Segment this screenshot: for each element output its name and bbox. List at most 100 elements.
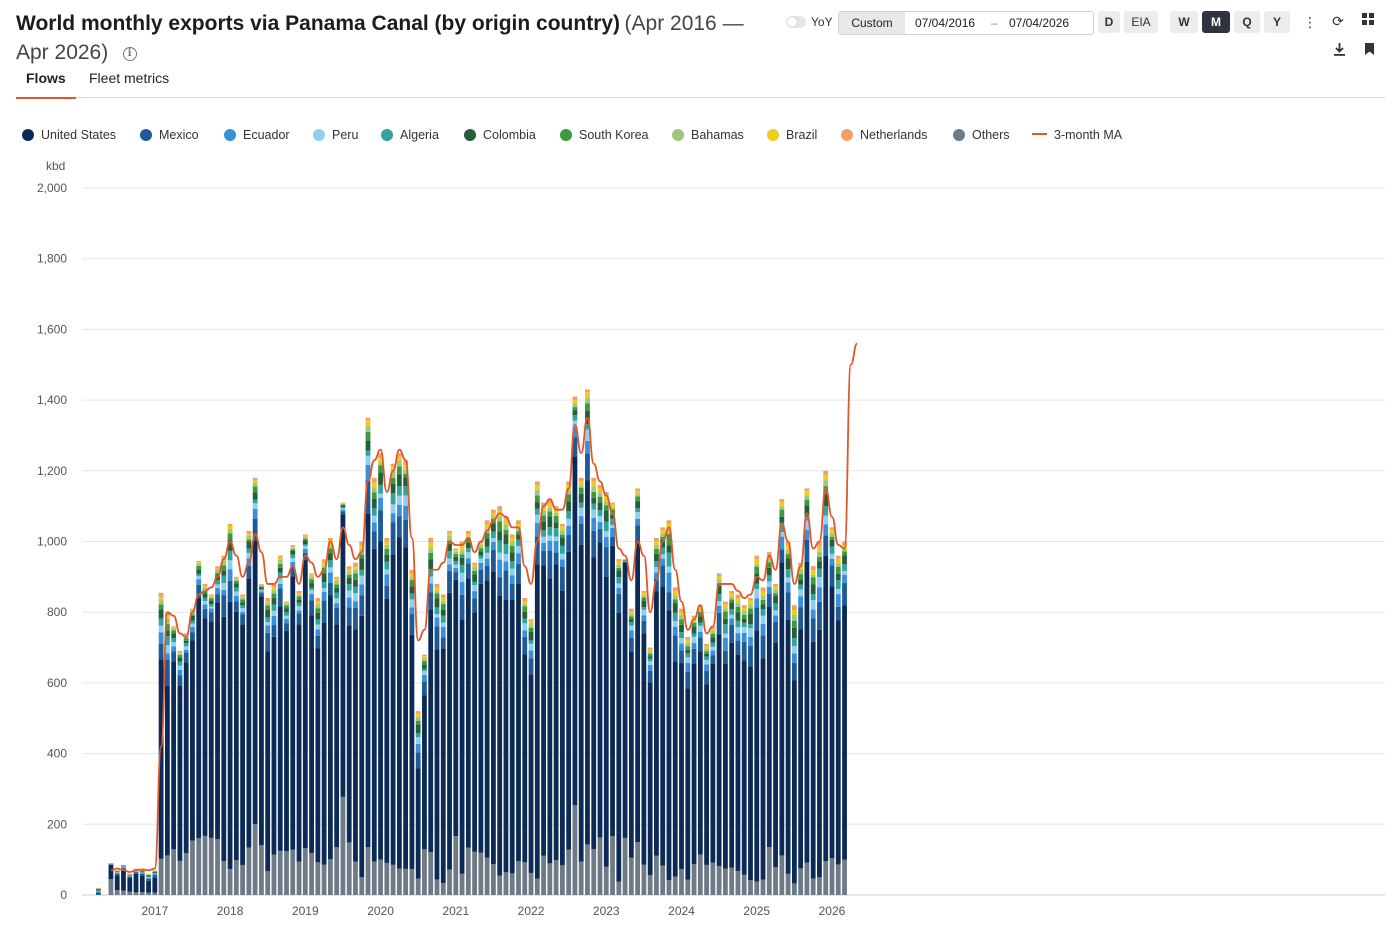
bar-segment-netherlands: [516, 520, 521, 525]
month-bar: [766, 552, 772, 895]
custom-range-button[interactable]: Custom: [839, 12, 905, 34]
bar-segment-bahamas: [697, 609, 703, 613]
date-from-input[interactable]: 07/04/2016: [915, 16, 976, 30]
more-vert-icon[interactable]: ⋮: [1303, 14, 1317, 30]
bar-segment-south-korea: [415, 720, 421, 725]
legend-item-colombia[interactable]: Colombia: [464, 128, 536, 142]
grid-icon[interactable]: [1360, 13, 1376, 29]
bar-segment-peru: [842, 570, 847, 575]
bar-segment-peru: [321, 588, 327, 592]
bar-segment-mexico: [672, 635, 678, 662]
bar-segment-south-korea: [315, 608, 321, 613]
legend-item-bahamas[interactable]: Bahamas: [672, 128, 744, 142]
legend-label: Bahamas: [691, 128, 744, 142]
bar-segment-peru: [478, 558, 484, 563]
tab-flows[interactable]: Flows: [16, 70, 76, 99]
bar-segment-bahamas: [422, 658, 427, 662]
period-w-button[interactable]: W: [1170, 11, 1198, 33]
month-bar: [578, 477, 584, 895]
bar-segment-netherlands: [766, 552, 772, 556]
period-eia-button[interactable]: EIA: [1124, 11, 1158, 33]
bar-segment-south-korea: [672, 599, 678, 604]
bar-segment-netherlands: [259, 583, 264, 585]
legend-item-peru[interactable]: Peru: [313, 128, 358, 142]
bar-segment-united-states: [547, 578, 553, 864]
legend-item-others[interactable]: Others: [953, 128, 1010, 142]
bar-segment-netherlands: [616, 559, 622, 562]
bar-segment-brazil: [628, 611, 634, 614]
bar-segment-others: [378, 859, 383, 895]
bar-segment-others: [654, 855, 659, 895]
bar-segment-algeria: [378, 484, 383, 494]
bar-segment-others: [729, 867, 735, 895]
bar-segment-others: [497, 875, 503, 895]
bar-segment-others: [779, 855, 785, 895]
bar-segment-bahamas: [641, 595, 647, 598]
yoy-toggle[interactable]: [786, 16, 806, 28]
refresh-icon[interactable]: ⟳: [1332, 13, 1344, 29]
bar-segment-netherlands: [779, 499, 785, 502]
legend-item-ecuador[interactable]: Ecuador: [224, 128, 290, 142]
bar-segment-south-korea: [597, 496, 603, 503]
legend-item-3-month-ma[interactable]: 3-month MA: [1032, 128, 1122, 142]
period-q-button[interactable]: Q: [1234, 11, 1260, 33]
bar-segment-united-states: [716, 634, 722, 867]
month-bar: [829, 527, 835, 895]
bar-segment-others: [428, 852, 434, 895]
bar-segment-algeria: [346, 584, 352, 591]
bar-segment-netherlands: [603, 492, 609, 497]
bar-segment-peru: [171, 642, 177, 647]
legend-item-united-states[interactable]: United States: [22, 128, 116, 142]
info-icon[interactable]: i: [122, 47, 137, 61]
legend-item-mexico[interactable]: Mexico: [140, 128, 199, 142]
legend-item-brazil[interactable]: Brazil: [767, 128, 817, 142]
month-bar: [346, 566, 352, 895]
bar-segment-brazil: [384, 541, 390, 545]
download-icon[interactable]: [1331, 42, 1347, 59]
bar-segment-bahamas: [760, 595, 766, 600]
period-d-button[interactable]: D: [1098, 11, 1120, 33]
bar-segment-ecuador: [208, 608, 214, 613]
date-separator: –: [991, 16, 998, 30]
period-m-button[interactable]: M: [1202, 11, 1230, 33]
bar-segment-united-states: [459, 619, 465, 874]
bar-segment-mexico: [139, 873, 145, 876]
bar-segment-united-states: [133, 873, 139, 893]
bar-segment-ecuador: [158, 632, 164, 644]
legend-item-south-korea[interactable]: South Korea: [560, 128, 649, 142]
bar-segment-bahamas: [685, 642, 691, 647]
bar-segment-peru: [528, 643, 534, 651]
bar-segment-netherlands: [409, 569, 415, 574]
bar-segment-algeria: [453, 561, 459, 565]
bar-segment-colombia: [484, 538, 490, 547]
bookmark-icon[interactable]: [1361, 42, 1377, 59]
bar-segment-peru: [183, 646, 189, 650]
bar-segment-others: [121, 890, 126, 895]
period-y-button[interactable]: Y: [1264, 11, 1290, 33]
legend-item-netherlands[interactable]: Netherlands: [841, 128, 927, 142]
bar-segment-south-korea: [497, 521, 503, 532]
bar-segment-mexico: [240, 614, 246, 625]
date-to-input[interactable]: 07/04/2026: [1009, 16, 1070, 30]
bar-segment-south-korea: [534, 495, 540, 503]
tab-fleet-metrics[interactable]: Fleet metrics: [89, 70, 170, 86]
bar-segment-others: [635, 842, 641, 895]
bar-segment-peru: [829, 553, 835, 559]
date-range-picker[interactable]: Custom 07/04/2016 – 07/04/2026: [838, 11, 1094, 35]
bar-segment-brazil: [641, 592, 647, 596]
legend-item-algeria[interactable]: Algeria: [381, 128, 439, 142]
bar-segment-colombia: [528, 631, 534, 641]
month-bar: [804, 488, 810, 895]
bar-segment-united-states: [754, 630, 760, 882]
bar-segment-ecuador: [334, 603, 340, 608]
bar-segment-bahamas: [378, 462, 383, 466]
bar-segment-united-states: [315, 648, 321, 863]
bar-segment-colombia: [704, 653, 709, 657]
bar-segment-united-states: [296, 624, 302, 862]
bar-segment-ecuador: [610, 528, 615, 538]
bar-segment-brazil: [723, 603, 728, 609]
bar-segment-ecuador: [559, 559, 565, 567]
month-bar: [378, 453, 383, 895]
bar-segment-peru: [221, 583, 227, 590]
bar-segment-mexico: [666, 592, 672, 611]
